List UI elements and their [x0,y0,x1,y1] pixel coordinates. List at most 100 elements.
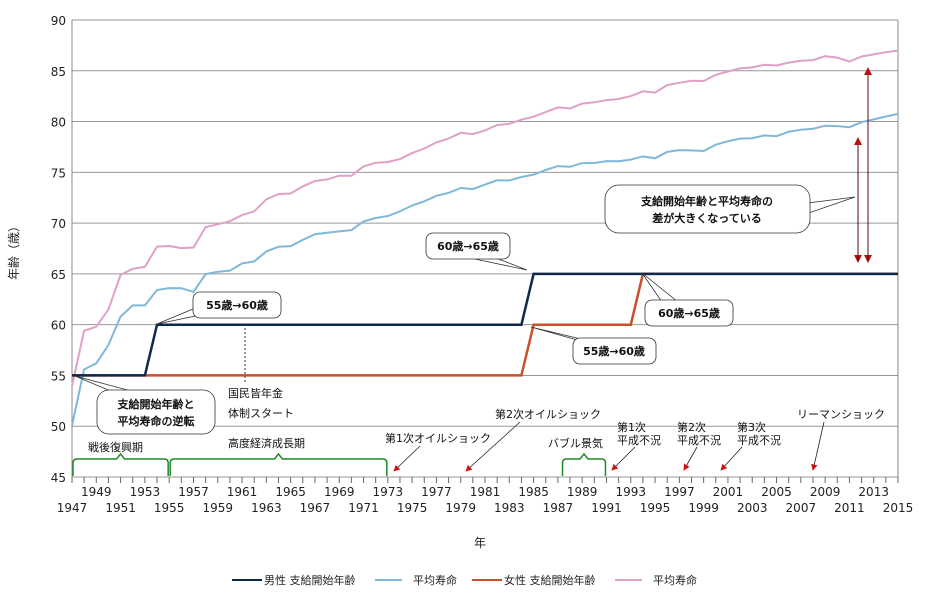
bubble-bracket [561,452,607,476]
x-tick-label: 1969 [324,485,355,499]
callouts: 55歳→60歳 60歳→65歳 55歳→60歳 60歳→65歳 支給開始年齢と平… [74,184,856,435]
x-tick-label: 1981 [470,485,501,499]
x-tick-label: 2009 [810,485,841,499]
x-tick-label: 1951 [105,501,136,515]
x-axis-ticks: 1949 1953 1957 1961 1965 1969 1973 1977 1981 1985… [57,477,914,515]
x-tick-label: 1949 [81,485,112,499]
x-tick-label: 2011 [834,501,865,515]
callout-reversal: 支給開始年齢と 平均寿命の逆転 [74,375,216,435]
heisei2-label-b: 平成不況 [677,433,721,447]
x-tick-label: 1963 [251,501,282,515]
x-tick-label: 1953 [130,485,161,499]
callout-female-60-65: 60歳→65歳 [641,272,734,327]
y-tick-label: 80 [51,116,66,130]
legend-label-male-pension: 男性 支給開始年齢 [264,573,356,587]
gap-arrows [854,67,872,263]
pension-label-2: 体制スタート [228,406,294,420]
x-tick-label: 1991 [591,501,622,515]
y-tick-label: 55 [51,369,66,383]
x-tick-label: 1987 [543,501,574,515]
svg-text:平均寿命の逆転: 平均寿命の逆転 [118,414,195,428]
heisei1-label-a: 第1次 [617,420,646,434]
high-growth-bracket [169,452,388,476]
annotations: 国民皆年金 体制スタート 高度経済成長期 戦後復興期 バブル景気 第1次オイルシ… [88,324,885,454]
y-tick-label: 45 [51,471,66,485]
y-tick-label: 70 [51,217,66,231]
x-tick-label: 1997 [664,485,695,499]
period-brackets [72,452,607,476]
oil2-label: 第2次オイルショック [495,407,601,421]
heisei2-arrow [683,446,698,471]
heisei2-label-a: 第2次 [677,420,706,434]
legend-label-female-life: 平均寿命 [653,573,697,587]
postwar-bracket [72,452,169,476]
x-tick-label: 1947 [57,501,88,515]
lehman-label: リーマンショック [797,408,885,421]
x-tick-label: 1961 [227,485,258,499]
y-tick-label: 75 [51,166,66,180]
series-lines [71,49,899,426]
legend: 男性 支給開始年齢 平均寿命 女性 支給開始年齢 平均寿命 [232,573,697,587]
svg-text:支給開始年齢と: 支給開始年齢と [117,397,195,411]
legend-label-male-life: 平均寿命 [413,573,457,587]
x-tick-label: 1965 [275,485,306,499]
x-tick-label: 1993 [615,485,646,499]
y-tick-label: 60 [51,319,66,333]
x-tick-label: 1967 [300,501,331,515]
oil1-arrow [393,445,421,472]
x-tick-label: 2007 [786,501,817,515]
callout-gap: 支給開始年齢と平均寿命の 差が大きくなっている [604,184,856,234]
x-tick-label: 2013 [858,485,889,499]
x-tick-label: 1975 [397,501,428,515]
x-tick-label: 1959 [202,501,233,515]
lehman-arrow [811,421,825,471]
heisei1-label-b: 平成不況 [617,433,661,447]
x-tick-label: 1985 [518,485,549,499]
y-tick-label: 65 [51,268,66,282]
high-growth-label: 高度経済成長期 [228,436,305,450]
callout-female-55-60: 55歳→60歳 [530,326,657,365]
heisei3-label-b: 平成不況 [737,433,781,447]
y-axis-title: 年齢（歳） [6,220,21,280]
y-tick-label: 50 [51,420,66,434]
x-tick-label: 1971 [348,501,379,515]
heisei1-arrow [611,446,636,471]
male-life-expectancy-line [71,112,899,426]
svg-text:差が大きくなっている: 差が大きくなっている [652,211,761,225]
bubble-label: バブル景気 [548,436,603,450]
pension-label-1: 国民皆年金 [228,386,283,400]
x-tick-label: 1989 [567,485,598,499]
x-tick-label: 1979 [445,501,476,515]
svg-text:60歳→65歳: 60歳→65歳 [658,306,720,320]
x-tick-label: 2001 [713,485,744,499]
x-tick-label: 1957 [178,485,209,499]
postwar-label: 戦後復興期 [88,440,143,454]
x-tick-label: 1983 [494,501,525,515]
x-tick-label: 1977 [421,485,452,499]
heisei3-arrow [720,446,743,471]
legend-label-female-pension: 女性 支給開始年齢 [504,573,596,587]
callout-male-55-60: 55歳→60歳 [156,291,282,325]
svg-text:55歳→60歳: 55歳→60歳 [583,344,645,358]
oil1-label: 第1次オイルショック [385,431,491,445]
y-axis-ticks: 45 50 55 60 65 70 75 80 85 90 [51,14,66,485]
x-tick-label: 2015 [883,501,914,515]
x-tick-label: 1955 [154,501,185,515]
y-tick-label: 90 [51,14,66,28]
x-tick-label: 2003 [737,501,768,515]
oil2-arrow [465,421,521,472]
x-tick-label: 1995 [640,501,671,515]
svg-text:60歳→65歳: 60歳→65歳 [437,239,499,253]
svg-text:支給開始年齢と平均寿命の: 支給開始年齢と平均寿命の [640,194,773,208]
callout-male-60-65: 60歳→65歳 [425,232,528,271]
heisei3-label-a: 第3次 [737,420,766,434]
x-axis-title: 年 [474,536,486,550]
female-life-expectancy-line [71,49,899,387]
svg-text:55歳→60歳: 55歳→60歳 [206,298,268,312]
event-arrows [393,421,825,472]
male-pension-age-line [72,272,898,377]
x-tick-label: 2005 [761,485,792,499]
x-tick-label: 1999 [688,501,719,515]
x-tick-label: 1973 [373,485,404,499]
